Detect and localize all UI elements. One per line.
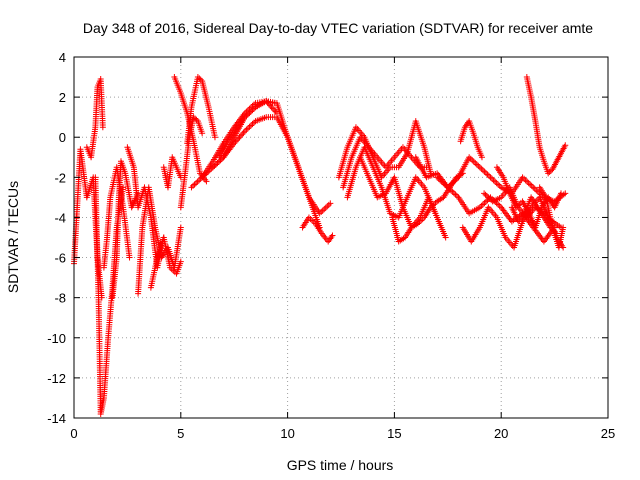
data-point xyxy=(177,224,184,231)
plot-frame xyxy=(73,56,609,419)
data-point xyxy=(558,190,565,197)
data-point xyxy=(199,130,206,137)
data-point xyxy=(193,116,200,123)
y-tick-label: -12 xyxy=(47,371,66,386)
series-t1 xyxy=(71,146,105,301)
data-point xyxy=(192,115,199,122)
y-tick-label: -2 xyxy=(54,170,66,185)
data-point xyxy=(562,142,569,149)
data-point xyxy=(177,258,184,265)
y-tick-label: 2 xyxy=(59,90,66,105)
data-point xyxy=(545,170,552,177)
series-t21 xyxy=(357,154,449,241)
y-tick-label: -14 xyxy=(47,411,66,426)
y-tick-label: 4 xyxy=(59,50,66,65)
series-t12 xyxy=(184,74,218,147)
data-point xyxy=(486,195,493,202)
data-point xyxy=(197,76,204,83)
data-point xyxy=(485,194,492,201)
data-point xyxy=(99,124,106,131)
data-point xyxy=(560,224,567,231)
y-tick-label: -10 xyxy=(47,331,66,346)
data-point xyxy=(482,191,489,198)
data-point xyxy=(190,114,197,121)
series-t25 xyxy=(457,118,485,161)
y-tick-label: -6 xyxy=(54,251,66,266)
data-point xyxy=(442,234,449,241)
data-point xyxy=(481,190,488,197)
data-point xyxy=(329,232,336,239)
series-t30 xyxy=(523,74,569,177)
data-point xyxy=(423,164,430,171)
series-t15 xyxy=(209,114,323,231)
data-point xyxy=(211,134,218,141)
series-t31 xyxy=(536,184,567,251)
data-point xyxy=(271,100,278,107)
x-tick-label: 15 xyxy=(387,426,401,441)
series-t7 xyxy=(135,184,184,297)
data-point xyxy=(203,178,210,185)
data-markers xyxy=(71,74,569,417)
y-tick-label: -8 xyxy=(54,291,66,306)
data-point xyxy=(196,75,203,82)
series-t5 xyxy=(109,158,142,301)
series-t19 xyxy=(340,134,430,191)
data-point xyxy=(546,168,553,175)
series-t18 xyxy=(335,118,434,181)
data-point xyxy=(194,74,201,81)
data-point xyxy=(483,193,490,200)
series-t8 xyxy=(147,234,184,291)
data-point xyxy=(120,184,127,191)
series-t17 xyxy=(299,214,336,245)
x-tick-label: 5 xyxy=(177,426,184,441)
x-tick-label: 0 xyxy=(70,426,77,441)
x-tick-label: 10 xyxy=(280,426,294,441)
chart-title: Day 348 of 2016, Sidereal Day-to-day VTE… xyxy=(83,20,593,36)
x-tick-label: 20 xyxy=(494,426,508,441)
series-t3 xyxy=(92,174,127,417)
series-t2 xyxy=(83,76,106,161)
y-tick-label: 0 xyxy=(59,130,66,145)
y-tick-label: -4 xyxy=(54,210,66,225)
series-t16 xyxy=(216,98,278,161)
data-point xyxy=(478,154,485,161)
data-point xyxy=(126,254,133,261)
x-tick-label: 25 xyxy=(601,426,615,441)
data-point xyxy=(327,200,334,207)
y-axis-label: SDTVAR / TECUs xyxy=(5,181,21,293)
x-axis-label: GPS time / hours xyxy=(287,457,394,473)
